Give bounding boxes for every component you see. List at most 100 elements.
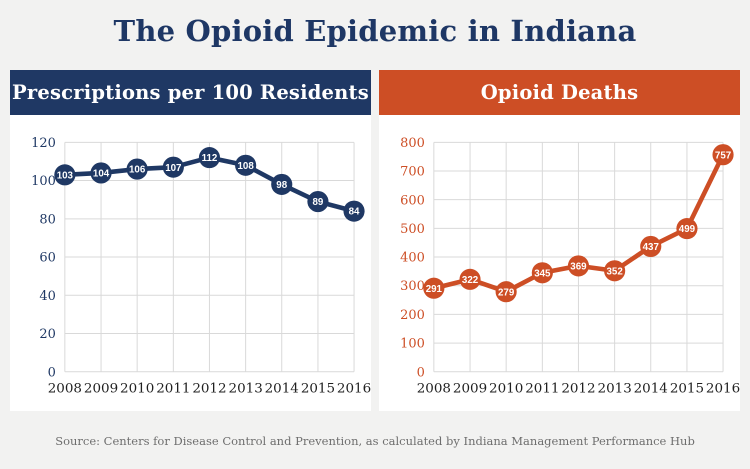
x-axis-tick-label: 2012: [192, 382, 226, 397]
data-point-label: 757: [715, 150, 731, 161]
data-point-marker: [198, 147, 221, 169]
y-axis-tick-label: 120: [31, 136, 56, 151]
data-point-label: 499: [679, 224, 696, 235]
opioid-deaths-panel-title: Opioid Deaths: [480, 81, 639, 104]
data-point: 98: [271, 173, 293, 195]
y-axis-tick-label: 300: [400, 279, 425, 294]
data-point-label: 291: [426, 284, 443, 295]
data-point: 369: [567, 255, 590, 277]
chart-panels: Prescriptions per 100 Residents 0 20 40 60 8…: [0, 70, 750, 411]
x-axis-tick-label: 2016: [337, 382, 371, 397]
data-point: 352: [604, 260, 626, 282]
data-point: 291: [423, 277, 445, 299]
y-axis-tick-label: 500: [400, 222, 425, 237]
data-point: 103: [54, 164, 76, 186]
data-point-label: 84: [349, 207, 360, 218]
data-point-label: 345: [534, 268, 551, 279]
data-point-marker: [459, 268, 481, 290]
data-point-label: 352: [606, 266, 623, 277]
opioid-deaths-panel-header: Opioid Deaths: [379, 70, 740, 115]
x-axis-tick-label: 2009: [84, 382, 118, 397]
data-point: 112: [198, 147, 221, 169]
data-point-label: 437: [643, 242, 659, 253]
x-axis-tick-label: 2008: [417, 382, 451, 397]
data-point-marker: [126, 158, 148, 180]
data-point-marker: [90, 162, 112, 184]
opioid-deaths-panel: Opioid Deaths 0 100 200 300 400 500 600 700 800 2…: [379, 70, 740, 411]
data-point-marker: [567, 255, 590, 277]
y-axis-tick-label: 700: [400, 165, 425, 180]
data-point-label: 369: [570, 261, 587, 272]
data-point-marker: [307, 190, 329, 213]
data-point-marker: [604, 260, 626, 282]
data-point-label: 107: [165, 163, 181, 174]
data-point-label: 103: [57, 170, 74, 181]
data-point-label: 89: [313, 197, 324, 208]
data-point-marker: [423, 277, 445, 299]
y-axis-tick-label: 60: [39, 251, 55, 266]
data-point-marker: [343, 200, 365, 222]
y-axis-tick-label: 0: [417, 365, 425, 380]
data-point-marker: [712, 144, 734, 166]
x-axis-tick-label: 2013: [598, 382, 632, 397]
y-axis-tick-label: 600: [400, 193, 425, 208]
data-point-label: 322: [462, 275, 479, 286]
data-point: 107: [162, 156, 184, 178]
x-axis-tick-label: 2014: [634, 382, 668, 397]
data-point: 106: [126, 158, 148, 180]
data-point: 104: [90, 162, 112, 184]
x-axis-tick-label: 2013: [229, 382, 263, 397]
x-axis-tick-label: 2011: [525, 382, 559, 397]
y-axis-tick-label: 80: [39, 212, 55, 227]
data-point-marker: [495, 281, 517, 303]
data-point-marker: [54, 164, 76, 186]
data-point-marker: [640, 235, 662, 258]
data-point: 345: [531, 262, 553, 284]
data-point-label: 106: [129, 165, 146, 176]
y-axis-tick-label: 800: [400, 136, 425, 151]
data-point-label: 279: [498, 287, 515, 298]
data-point: 322: [459, 268, 481, 290]
data-point-label: 112: [202, 153, 218, 164]
x-axis-tick-label: 2012: [561, 382, 595, 397]
data-point: 108: [235, 154, 257, 176]
data-point: 499: [676, 218, 698, 240]
data-point: 84: [343, 200, 365, 222]
data-point: 89: [307, 190, 329, 213]
y-axis-tick-label: 200: [400, 308, 425, 323]
y-axis-tick-label: 400: [400, 251, 425, 266]
data-point-label: 98: [276, 180, 287, 191]
data-point: 279: [495, 281, 517, 303]
prescriptions-panel-title: Prescriptions per 100 Residents: [12, 81, 369, 104]
x-axis-tick-label: 2009: [453, 382, 487, 397]
prescriptions-panel-header: Prescriptions per 100 Residents: [10, 70, 371, 115]
x-axis-tick-label: 2011: [156, 382, 190, 397]
x-axis-tick-label: 2008: [48, 382, 82, 397]
data-point-label: 108: [237, 161, 254, 172]
data-point-marker: [531, 262, 553, 284]
data-point-marker: [271, 173, 293, 195]
y-axis-tick-label: 100: [31, 174, 56, 189]
data-point-label: 104: [93, 169, 110, 180]
y-axis-tick-label: 20: [39, 327, 55, 342]
page-title: The Opioid Epidemic in Indiana: [113, 14, 637, 48]
y-axis-tick-label: 0: [48, 365, 56, 380]
opioid-deaths-chart-area: 0 100 200 300 400 500 600 700 800 2008 2009 2010 201…: [379, 115, 740, 411]
x-axis-tick-label: 2015: [670, 382, 704, 397]
y-axis-tick-label: 40: [39, 289, 55, 304]
source-note: Source: Centers for Disease Control and …: [55, 434, 695, 448]
x-axis-tick-label: 2010: [120, 382, 154, 397]
x-axis-tick-label: 2010: [489, 382, 523, 397]
prescriptions-panel: Prescriptions per 100 Residents 0 20 40 60 8…: [10, 70, 371, 411]
x-axis-tick-label: 2014: [265, 382, 299, 397]
data-point: 437: [640, 235, 662, 258]
data-point: 757: [712, 144, 734, 166]
x-axis-tick-label: 2016: [706, 382, 740, 397]
x-axis-tick-label: 2015: [301, 382, 335, 397]
data-point-marker: [235, 154, 257, 176]
prescriptions-chart-area: 0 20 40 60 80 100 120 2008 2009 2010 2011 2012 2013 2…: [10, 115, 371, 411]
data-point-marker: [162, 156, 184, 178]
